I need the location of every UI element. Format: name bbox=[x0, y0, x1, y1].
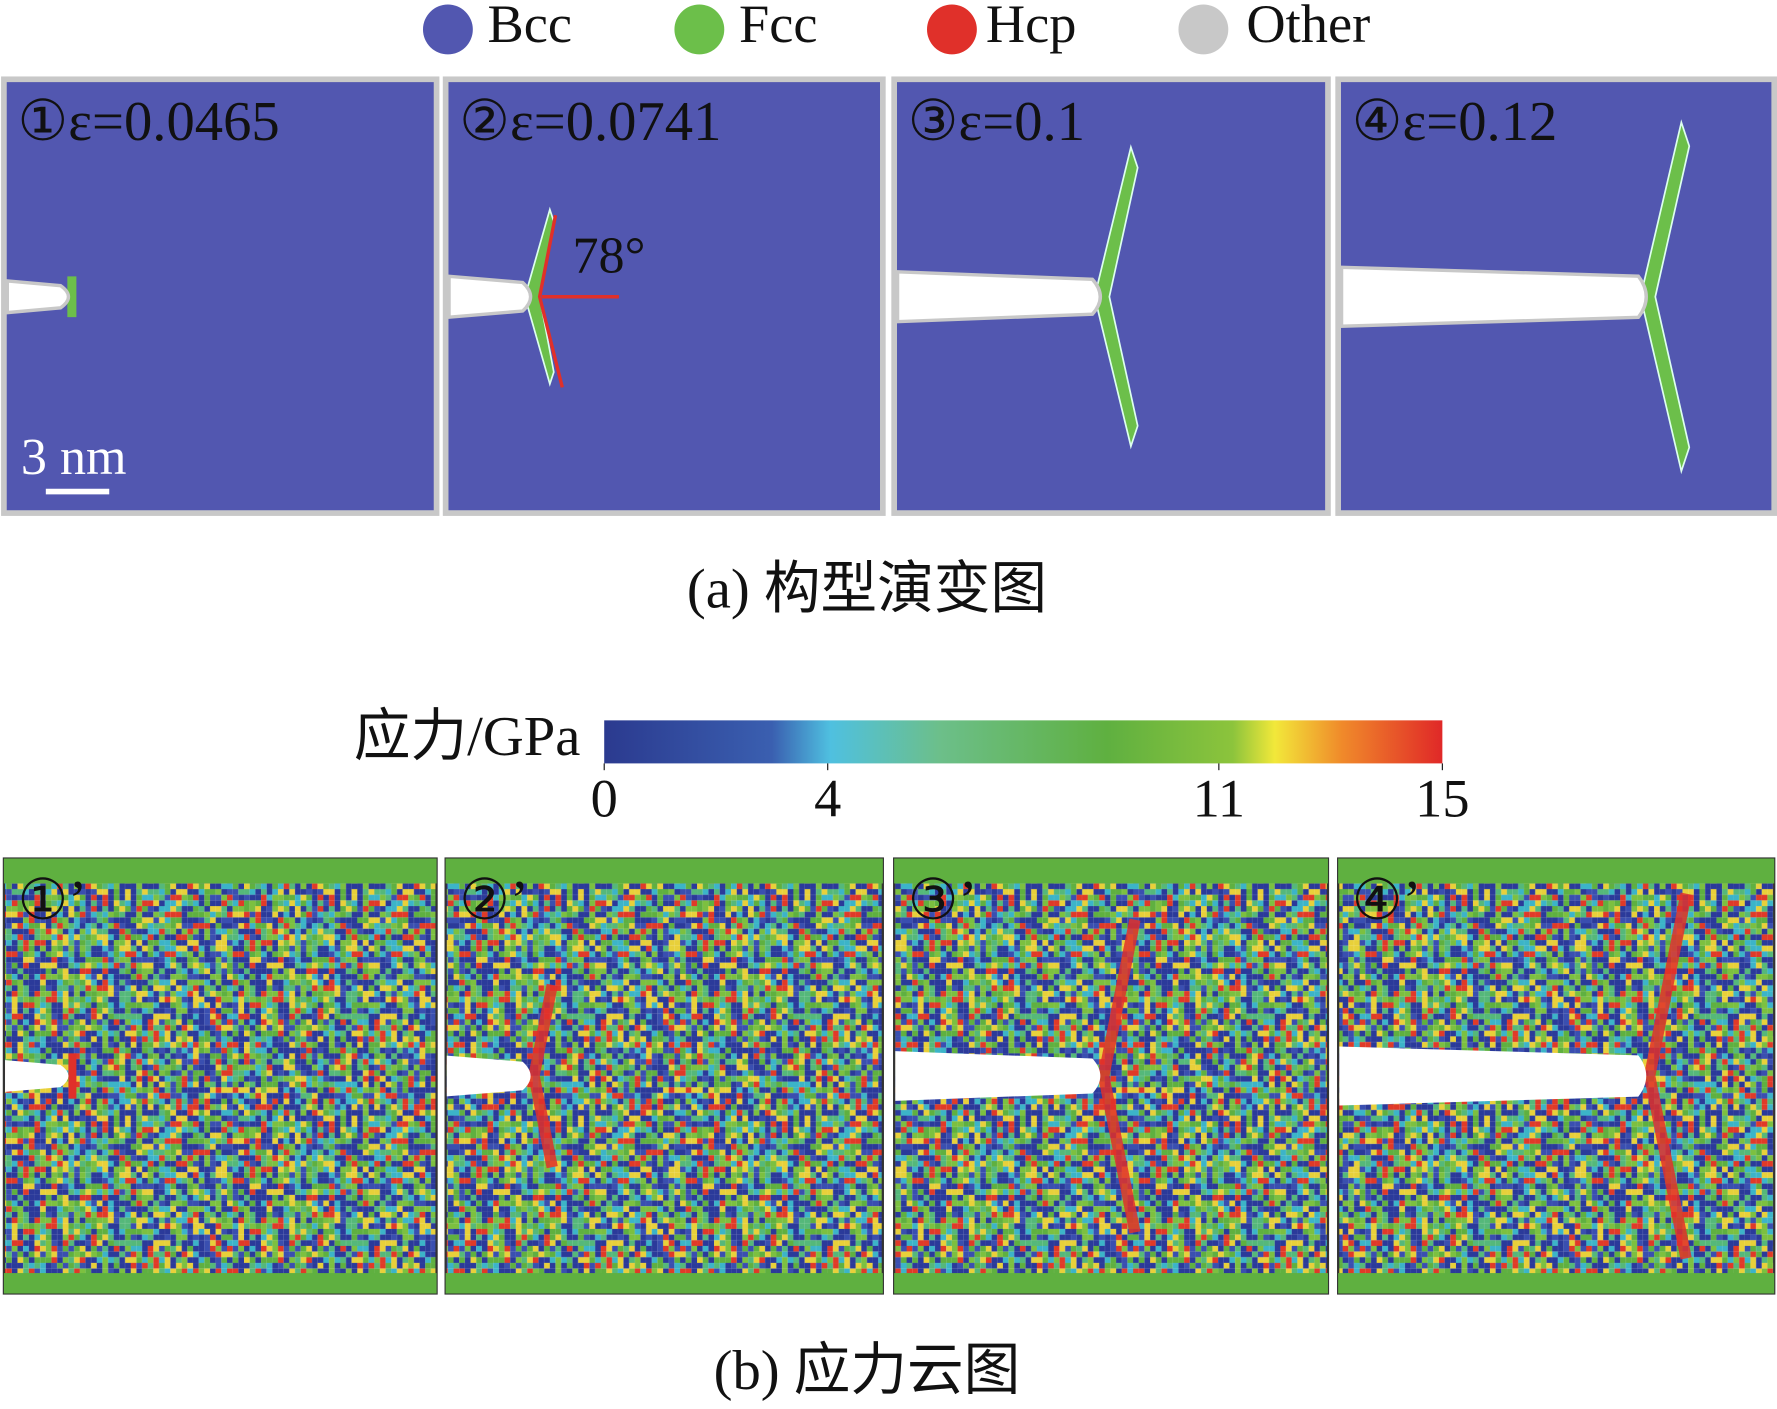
colorbar-tick-label: 4 bbox=[814, 769, 841, 829]
stress-band bbox=[1097, 918, 1141, 1234]
fcc-band bbox=[1639, 119, 1691, 475]
panel-label: ④’ bbox=[1352, 870, 1422, 932]
fcc-band bbox=[1093, 144, 1139, 450]
angle-line bbox=[537, 214, 564, 388]
angle-label: 78° bbox=[572, 227, 645, 284]
stress-edge bbox=[3, 858, 437, 884]
legend-label: Hcp bbox=[986, 0, 1077, 54]
crack bbox=[5, 1060, 69, 1092]
legend-marker bbox=[927, 4, 977, 55]
panel-label: ③’ bbox=[908, 870, 978, 932]
stress-band bbox=[68, 1053, 77, 1099]
stress-edge bbox=[445, 858, 883, 884]
panel-label: ①ε=0.0465 bbox=[18, 91, 280, 153]
crack bbox=[895, 1051, 1101, 1101]
caption-a: (a) 构型演变图 bbox=[687, 559, 1047, 621]
scale-label: 3 nm bbox=[21, 429, 127, 486]
crack bbox=[1339, 1046, 1647, 1106]
panel-label: ②’ bbox=[459, 870, 529, 932]
panel-label: ③ε=0.1 bbox=[908, 91, 1085, 153]
colorbar-tick-label: 11 bbox=[1193, 769, 1245, 829]
panel-label: ②ε=0.0741 bbox=[459, 91, 721, 153]
panel-label: ①’ bbox=[18, 870, 88, 932]
legend-marker bbox=[1178, 4, 1229, 55]
stress-edge bbox=[1338, 1273, 1775, 1294]
stress-edge bbox=[1338, 858, 1775, 884]
panel-label: ④ε=0.12 bbox=[1352, 91, 1558, 153]
stress-band bbox=[528, 983, 558, 1169]
stress-edge bbox=[445, 1273, 883, 1294]
colorbar-tick-label: 15 bbox=[1415, 769, 1469, 829]
crack bbox=[447, 274, 533, 319]
crack bbox=[895, 270, 1102, 324]
colorbar-tick-label: 0 bbox=[591, 769, 618, 829]
legend-marker bbox=[674, 4, 725, 55]
legend-label: Other bbox=[1246, 0, 1370, 54]
stress-edge bbox=[894, 858, 1328, 884]
stress-band bbox=[1643, 892, 1692, 1260]
caption-b: (b) 应力云图 bbox=[714, 1340, 1021, 1402]
colorbar bbox=[604, 720, 1443, 764]
stress-edge bbox=[894, 1273, 1328, 1294]
legend-label: Bcc bbox=[488, 0, 573, 54]
crack bbox=[5, 279, 71, 315]
crack bbox=[1339, 265, 1648, 328]
stress-edge bbox=[3, 1273, 437, 1294]
crack bbox=[446, 1055, 531, 1097]
legend-label: Fcc bbox=[739, 0, 818, 54]
legend-marker bbox=[422, 4, 473, 55]
fcc-band bbox=[67, 276, 77, 318]
colorbar-title: 应力/GPa bbox=[354, 706, 581, 768]
